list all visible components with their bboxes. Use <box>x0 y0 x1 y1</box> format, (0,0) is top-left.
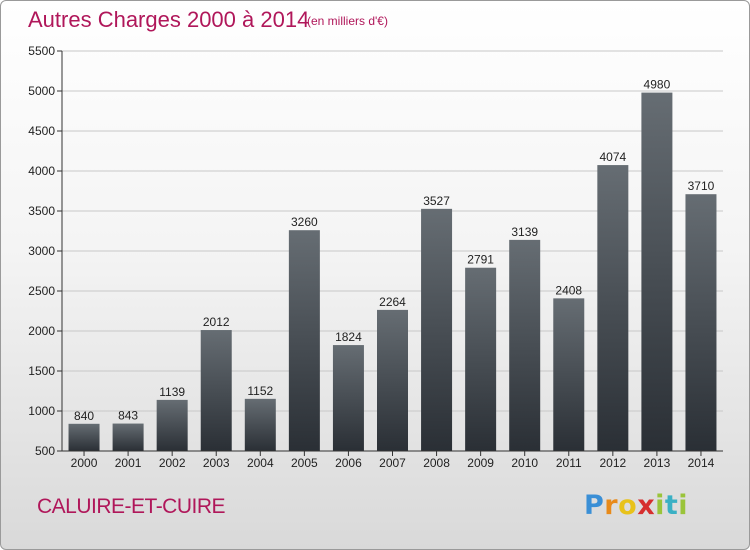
data-label: 4074 <box>599 150 626 164</box>
bar-2000 <box>68 423 100 451</box>
y-tick-label: 5000 <box>28 84 55 98</box>
data-label: 4980 <box>644 78 671 92</box>
x-tick-label: 2005 <box>291 456 318 470</box>
x-tick-label: 2002 <box>159 456 186 470</box>
proxiti-logo: Proxiti <box>584 490 688 521</box>
bar-2012 <box>597 165 629 451</box>
data-label: 1824 <box>335 330 362 344</box>
logo-letter: r <box>604 490 619 521</box>
logo-letter: t <box>664 490 679 521</box>
logo-letter: o <box>618 490 638 521</box>
x-tick-label: 2000 <box>71 456 98 470</box>
chart-subtitle: (en milliers d'€) <box>307 14 388 28</box>
chart-title: Autres Charges 2000 à 2014 <box>28 7 310 32</box>
x-tick-label: 2003 <box>203 456 230 470</box>
x-axis: 2000 2001 2002 2003 2004 2005 2006 2007 2008 2009… <box>62 450 723 470</box>
x-tick-label: 2007 <box>379 456 406 470</box>
y-tick-label: 5500 <box>28 44 55 58</box>
y-axis: 500 1000 1500 2000 2500 3000 3500 4000 4500 5000 5… <box>28 44 63 458</box>
logo-letter: x <box>637 490 656 521</box>
data-label: 3139 <box>511 225 538 239</box>
bar-2014 <box>685 194 717 451</box>
y-tick-label: 3500 <box>28 204 55 218</box>
bar-2011 <box>553 298 585 451</box>
x-tick-label: 2014 <box>688 456 715 470</box>
x-tick-label: 2001 <box>115 456 142 470</box>
bar-2005 <box>288 230 320 451</box>
bar-2006 <box>332 345 364 451</box>
data-labels: 840 843 1139 2012 1152 3260 1824 2264 3527 2791 31… <box>74 78 715 423</box>
y-tick-label: 1500 <box>28 364 55 378</box>
data-label: 3260 <box>291 215 318 229</box>
bar-2003 <box>200 330 232 451</box>
x-tick-label: 2004 <box>247 456 274 470</box>
logo-letter: i <box>655 490 665 521</box>
y-tick-label: 2000 <box>28 324 55 338</box>
x-tick-label: 2011 <box>556 456 582 470</box>
logo-letter: i <box>678 490 689 521</box>
x-tick-label: 2008 <box>423 456 450 470</box>
bar-2002 <box>156 399 188 451</box>
data-label: 1139 <box>159 385 185 399</box>
bar-2013 <box>641 92 673 451</box>
y-tick-label: 500 <box>35 444 55 458</box>
data-label: 843 <box>118 409 138 423</box>
bar-2010 <box>509 239 541 451</box>
x-tick-label: 2012 <box>599 456 626 470</box>
data-label: 1152 <box>247 384 273 398</box>
bar-2009 <box>465 267 497 451</box>
y-tick-label: 4500 <box>28 124 55 138</box>
data-label: 2408 <box>555 283 582 297</box>
y-tick-label: 1000 <box>28 404 55 418</box>
bar-2007 <box>377 309 408 451</box>
x-tick-label: 2009 <box>467 456 494 470</box>
place-name: CALUIRE-ET-CUIRE <box>37 495 226 518</box>
y-tick-label: 2500 <box>28 284 55 298</box>
bars <box>68 92 717 451</box>
data-label: 840 <box>74 409 94 423</box>
y-tick-label: 4000 <box>28 164 55 178</box>
data-label: 2791 <box>467 253 494 267</box>
data-label: 3710 <box>688 179 715 193</box>
x-tick-label: 2013 <box>644 456 671 470</box>
data-label: 2012 <box>203 315 230 329</box>
x-tick-label: 2010 <box>511 456 538 470</box>
data-label: 3527 <box>423 194 450 208</box>
y-tick-label: 3000 <box>28 244 55 258</box>
data-label: 2264 <box>379 295 406 309</box>
bar-2001 <box>112 423 144 451</box>
bar-2008 <box>421 208 453 451</box>
bar-2004 <box>244 398 276 451</box>
logo-letter: P <box>584 490 605 521</box>
x-tick-label: 2006 <box>335 456 362 470</box>
